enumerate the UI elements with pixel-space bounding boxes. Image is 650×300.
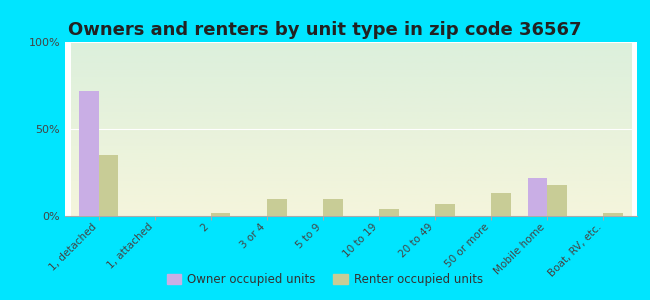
Bar bbox=[528, 178, 547, 216]
Bar bbox=[267, 199, 287, 216]
Bar bbox=[211, 212, 231, 216]
Text: Owners and renters by unit type in zip code 36567: Owners and renters by unit type in zip c… bbox=[68, 21, 582, 39]
Bar bbox=[603, 212, 623, 216]
Bar bbox=[491, 194, 511, 216]
Legend: Owner occupied units, Renter occupied units: Owner occupied units, Renter occupied un… bbox=[162, 269, 488, 291]
Bar bbox=[323, 199, 343, 216]
Bar bbox=[79, 91, 99, 216]
Bar bbox=[435, 204, 455, 216]
Bar bbox=[379, 209, 398, 216]
Bar bbox=[547, 185, 567, 216]
Bar bbox=[99, 155, 118, 216]
